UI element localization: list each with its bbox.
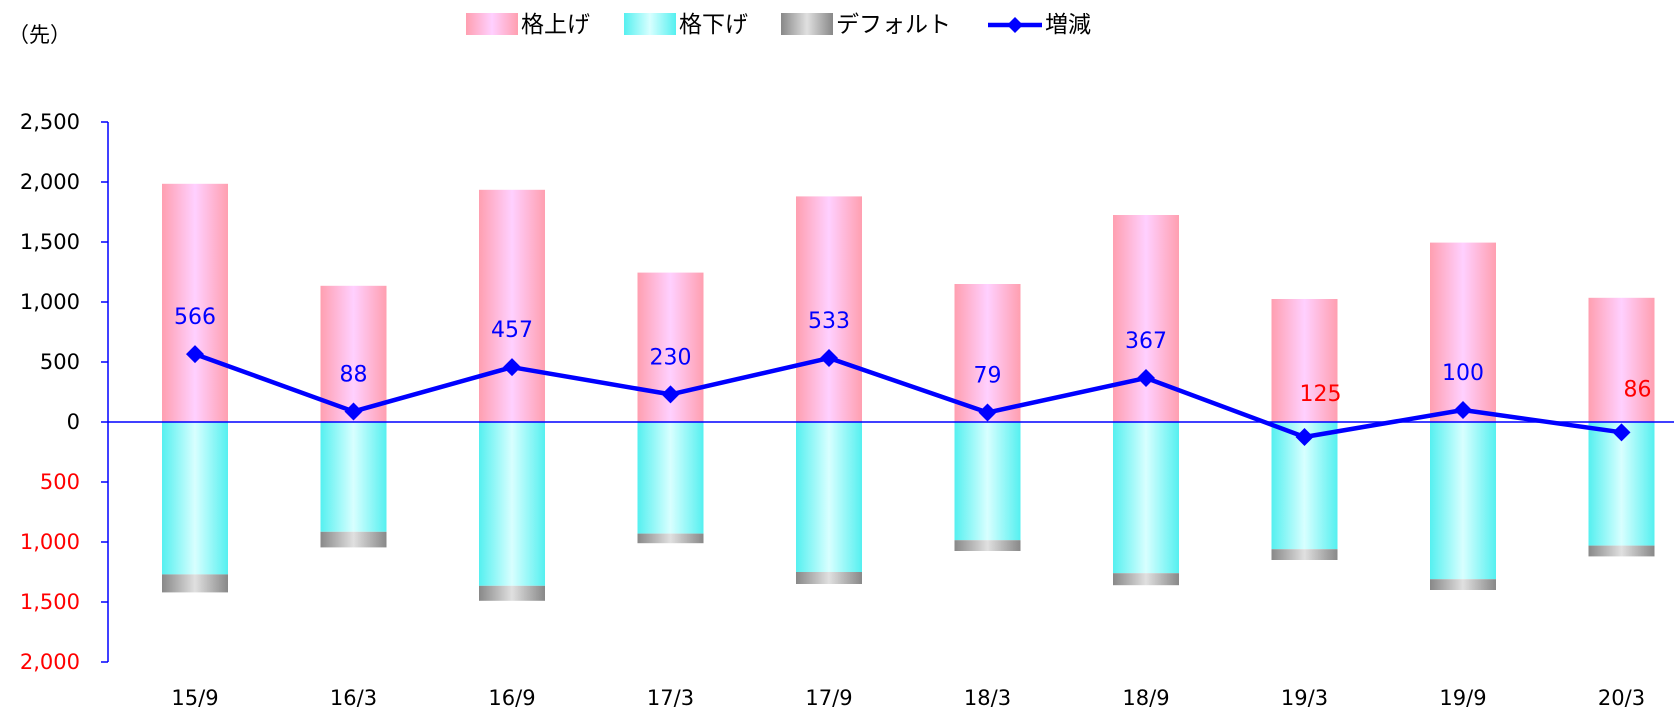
legend-item-格上げ: 格上げ [466, 12, 590, 38]
bar-格下げ-17/3 [637, 422, 704, 534]
y-tick-label: 1,500 [20, 590, 80, 614]
legend-label: 格下げ [679, 12, 748, 38]
bar-デフォルト-17/9 [796, 572, 862, 584]
data-label-19/9: 100 [1442, 361, 1484, 386]
y-tick-label: 500 [40, 470, 80, 494]
bar-格下げ-16/9 [479, 422, 545, 586]
net-change-marker-18/9 [1137, 368, 1155, 387]
x-tick-label: 20/3 [1598, 686, 1645, 708]
y-tick-label: 500 [40, 350, 80, 374]
net-change-marker-16/3 [344, 402, 363, 421]
net-change-marker-17/9 [820, 349, 838, 368]
legend-label: 増減 [1045, 12, 1091, 38]
bar-格上げ-17/9 [796, 196, 862, 422]
bar-デフォルト-16/9 [479, 585, 545, 601]
y-tick-label: 2,000 [20, 170, 80, 194]
bar-デフォルト-15/9 [162, 574, 228, 593]
data-label-17/3: 230 [650, 345, 692, 370]
x-tick-label: 18/3 [964, 686, 1011, 708]
y-tick-label: 1,500 [20, 230, 80, 254]
bar-格下げ-17/9 [796, 422, 862, 572]
x-tick-label: 17/3 [647, 686, 694, 708]
bar-格上げ-19/3 [1271, 299, 1338, 422]
data-label-18/9: 367 [1125, 329, 1167, 354]
data-label-16/9: 457 [491, 318, 533, 343]
x-tick-label: 15/9 [171, 686, 218, 708]
bar-デフォルト-20/3 [1588, 545, 1655, 557]
x-tick-label: 16/9 [488, 686, 535, 708]
bar-デフォルト-16/3 [320, 531, 387, 548]
bar-デフォルト-17/3 [637, 533, 704, 544]
legend-label: 格上げ [521, 12, 590, 38]
bar-格下げ-15/9 [162, 422, 228, 575]
net-change-marker-20/3 [1612, 423, 1631, 442]
bar-デフォルト-18/3 [954, 540, 1021, 551]
bar-格上げ-16/9 [479, 189, 545, 422]
net-change-marker-19/3 [1295, 428, 1314, 446]
legend-swatch [781, 13, 833, 35]
legend: 格上げ 格下げ デフォルト 増減 [466, 12, 1091, 38]
net-change-marker-19/9 [1454, 401, 1472, 419]
y-tick-label: 2,500 [20, 110, 80, 134]
legend-swatch [624, 13, 676, 35]
data-label-20/3: 86 [1624, 377, 1652, 402]
bar-格上げ-19/9 [1430, 242, 1496, 422]
legend-swatch [466, 13, 518, 35]
legend-item-増減: 増減 [988, 12, 1091, 38]
data-label-16/3: 88 [340, 362, 368, 387]
legend-item-格下げ: 格下げ [624, 12, 748, 38]
legend-item-デフォルト: デフォルト [781, 12, 951, 38]
bar-デフォルト-19/3 [1271, 549, 1338, 560]
y-tick-label: 0 [67, 410, 80, 434]
net-change-line [194, 351, 1622, 440]
x-tick-label: 16/3 [330, 686, 377, 708]
net-change-marker-18/3 [978, 403, 997, 422]
y-tick-label: 2,000 [20, 650, 80, 674]
legend-label: デフォルト [836, 12, 951, 38]
x-tick-label: 18/9 [1122, 686, 1169, 708]
data-labels-layer: 566 88 457 230 533 79 367 125 100 86 [174, 305, 1652, 407]
y-tick-label: 1,000 [20, 290, 80, 314]
data-label-17/9: 533 [808, 309, 850, 334]
net-change-marker-17/3 [661, 385, 680, 404]
legend-marker [1007, 17, 1023, 33]
bar-デフォルト-19/9 [1430, 579, 1496, 590]
bar-格上げ-15/9 [162, 183, 228, 422]
data-label-18/3: 79 [974, 364, 1002, 389]
x-tick-label: 17/9 [805, 686, 852, 708]
bar-格下げ-20/3 [1588, 422, 1655, 546]
bar-格下げ-18/3 [954, 422, 1021, 541]
net-change-line-layer [186, 345, 1631, 446]
net-change-marker-15/9 [186, 345, 204, 364]
bar-デフォルト-18/9 [1113, 573, 1179, 586]
bar-格下げ-16/3 [320, 422, 387, 532]
x-tick-label: 19/9 [1439, 686, 1486, 708]
data-label-19/3: 125 [1300, 382, 1342, 407]
bars-layer [162, 183, 1655, 601]
x-tick-label: 19/3 [1281, 686, 1328, 708]
data-label-15/9: 566 [174, 305, 216, 330]
bar-格下げ-18/9 [1113, 422, 1179, 574]
y-tick-label: 1,000 [20, 530, 80, 554]
bar-格上げ-20/3 [1588, 297, 1655, 422]
bar-格上げ-18/9 [1113, 215, 1179, 422]
y-unit-label: （先） [8, 23, 71, 47]
bar-格上げ-18/3 [954, 284, 1021, 422]
net-change-marker-16/9 [503, 358, 521, 377]
axes-layer: 2,500 2,000 1,500 1,000 500 0 500 1,000 1,500 2,0… [20, 110, 1674, 708]
bar-格下げ-19/9 [1430, 422, 1496, 580]
bar-格上げ-16/3 [320, 285, 387, 422]
